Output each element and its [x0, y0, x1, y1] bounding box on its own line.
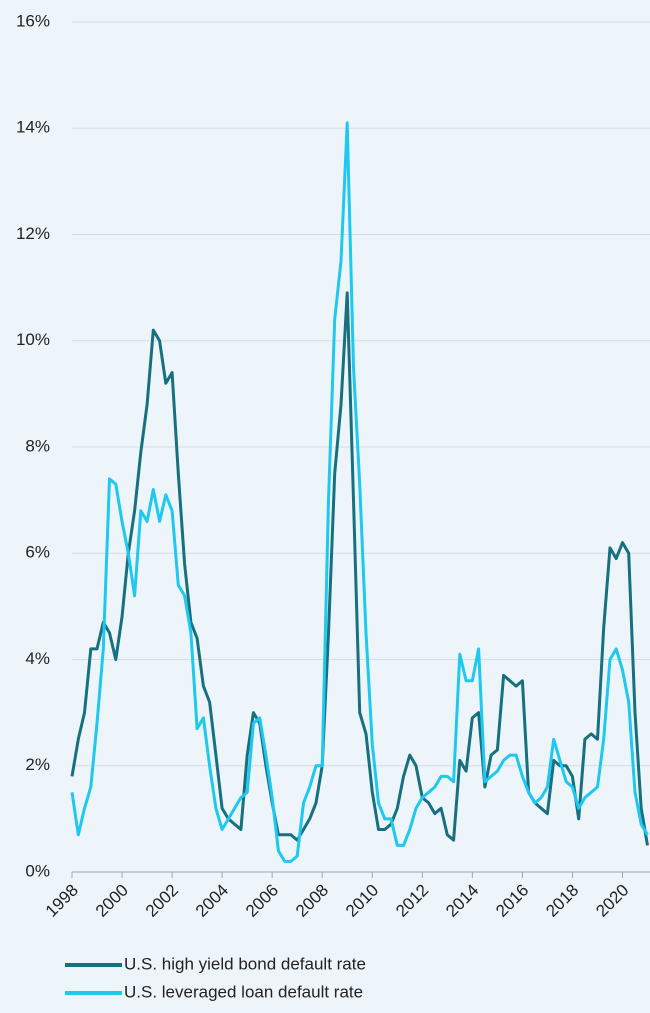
- y-tick-label: 2%: [25, 755, 50, 774]
- y-tick-label: 12%: [16, 224, 50, 243]
- x-tick-label: 2002: [142, 881, 182, 921]
- x-tick-label: 2016: [492, 881, 532, 921]
- x-tick-label: 2010: [342, 881, 382, 921]
- y-tick-label: 4%: [25, 649, 50, 668]
- x-tick-label: 2014: [442, 881, 482, 921]
- y-tick-label: 10%: [16, 330, 50, 349]
- y-tick-label: 0%: [25, 861, 50, 880]
- x-tick-label: 2012: [392, 881, 432, 921]
- x-tick-label: 1998: [42, 881, 82, 921]
- x-tick-label: 2006: [242, 881, 282, 921]
- y-tick-label: 14%: [16, 118, 50, 137]
- x-tick-label: 2008: [292, 881, 332, 921]
- y-tick-label: 16%: [16, 11, 50, 30]
- x-tick-label: 2020: [592, 881, 632, 921]
- y-tick-label: 6%: [25, 543, 50, 562]
- x-tick-label: 2018: [542, 881, 582, 921]
- series-line: [70, 291, 649, 846]
- y-tick-label: 8%: [25, 436, 50, 455]
- series-line: [70, 121, 649, 863]
- x-tick-label: 2004: [192, 881, 232, 921]
- legend-label: U.S. high yield bond default rate: [124, 954, 366, 973]
- x-tick-label: 2000: [92, 881, 132, 921]
- legend-label: U.S. leveraged loan default rate: [124, 982, 363, 1001]
